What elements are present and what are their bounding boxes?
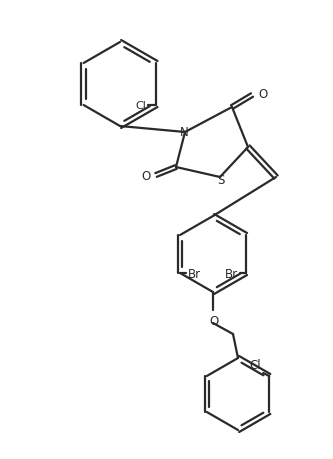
Text: S: S <box>217 174 225 187</box>
Text: Br: Br <box>225 267 238 280</box>
Text: O: O <box>258 88 267 101</box>
Text: Cl: Cl <box>136 101 147 111</box>
Text: O: O <box>209 314 219 327</box>
Text: Br: Br <box>188 267 201 280</box>
Text: N: N <box>179 125 188 138</box>
Text: O: O <box>142 170 151 183</box>
Text: Cl: Cl <box>249 358 261 371</box>
